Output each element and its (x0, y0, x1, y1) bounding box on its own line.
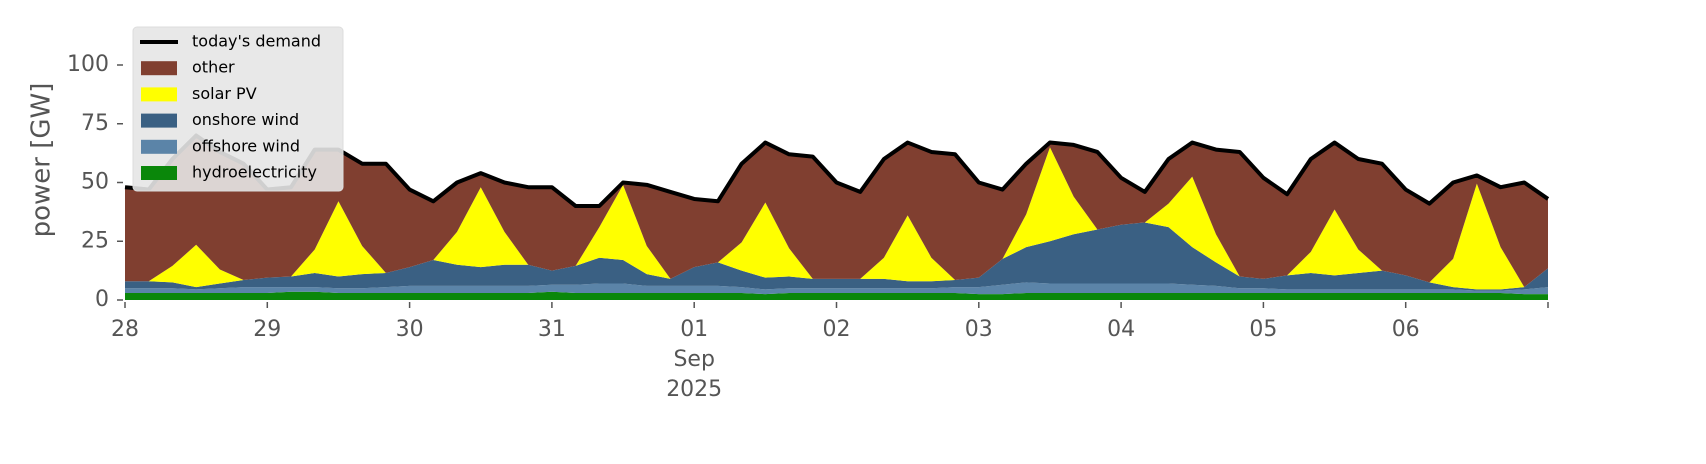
legend-label: offshore wind (192, 136, 300, 155)
y-tick-label: 0 (95, 287, 109, 312)
x-tick-label: 06 (1392, 317, 1420, 342)
legend: today's demand other solar PV onshore wind o… (132, 26, 344, 192)
y-tick-label: 25 (81, 228, 109, 253)
x-tick-label: 03 (965, 317, 993, 342)
x-tick-label-line: Sep (673, 347, 714, 372)
x-tick-label-line: 28 (111, 317, 139, 342)
x-tick-label-line: 05 (1249, 317, 1277, 342)
legend-label: today's demand (192, 32, 321, 51)
legend-label: onshore wind (192, 110, 299, 129)
legend-label: solar PV (192, 84, 257, 103)
x-tick-label: 28 (111, 317, 139, 342)
area (125, 282, 1548, 295)
legend-patch (141, 166, 177, 180)
x-tick-label: 30 (396, 317, 424, 342)
y-tick-label: 75 (81, 111, 109, 136)
y-tick-label: 100 (67, 52, 109, 77)
x-tick-label: 05 (1249, 317, 1277, 342)
area (125, 291, 1548, 300)
x-tick-label-line: 03 (965, 317, 993, 342)
legend-patch (141, 61, 177, 76)
x-tick-label-line: 01 (680, 317, 708, 342)
x-tick-label: 01 Sep 2025 (666, 317, 722, 402)
x-tick-label-line: 30 (396, 317, 424, 342)
area (125, 147, 1548, 290)
x-tick-label-line: 04 (1107, 317, 1135, 342)
legend-patch (141, 113, 177, 128)
y-tick-label: 50 (81, 170, 109, 195)
x-tick-label-line: 29 (253, 317, 281, 342)
x-tick-label-line: 31 (538, 317, 566, 342)
legend-patch (141, 87, 177, 102)
x-tick-label: 29 (253, 317, 281, 342)
demand-line (124, 133, 1550, 208)
legend-label: other (192, 58, 235, 77)
x-tick-label-line: 02 (823, 317, 851, 342)
x-tick-label: 02 (823, 317, 851, 342)
x-tick-label-line: 06 (1392, 317, 1420, 342)
area (125, 222, 1548, 291)
legend-patch (141, 139, 177, 154)
legend-label: hydroelectricity (192, 163, 317, 182)
x-tick-label: 31 (538, 317, 566, 342)
y-axis-label: power [GW] (27, 83, 57, 238)
legend-box (132, 26, 344, 192)
x-tick-label-line: 2025 (666, 377, 722, 402)
x-tick-label: 04 (1107, 317, 1135, 342)
